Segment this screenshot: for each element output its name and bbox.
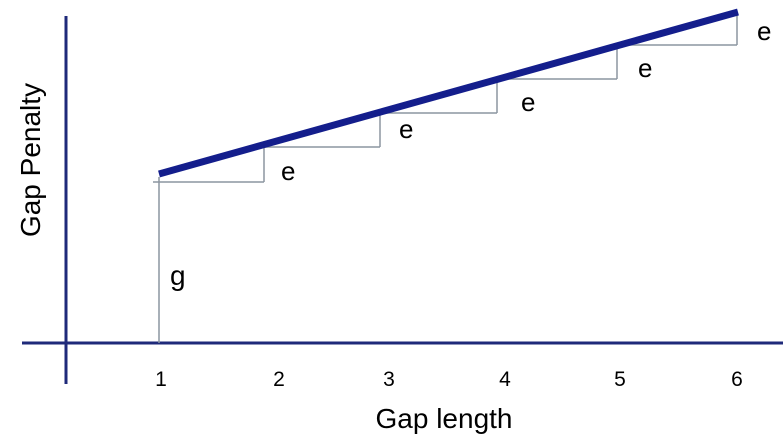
extension-labels: e e e e e xyxy=(281,16,771,186)
gap-open-label: g xyxy=(170,260,186,291)
x-tick-label: 2 xyxy=(273,368,285,391)
extension-label: e xyxy=(399,114,413,144)
x-tick-label: 5 xyxy=(614,368,626,391)
extension-steps xyxy=(153,12,738,183)
extension-label: e xyxy=(757,16,771,46)
gap-penalty-line xyxy=(158,8,739,178)
x-tick-label: 4 xyxy=(499,368,511,391)
x-tick-label: 3 xyxy=(383,368,395,391)
x-axis-label: Gap length xyxy=(376,403,513,434)
x-tick-label: 1 xyxy=(155,368,167,391)
extension-label: e xyxy=(281,156,295,186)
extension-label: e xyxy=(638,53,652,83)
extension-label: e xyxy=(521,87,535,117)
y-axis-label: Gap Penalty xyxy=(15,83,46,237)
x-tick-labels: 1 2 3 4 5 6 xyxy=(155,368,743,391)
x-tick-label: 6 xyxy=(731,368,743,391)
